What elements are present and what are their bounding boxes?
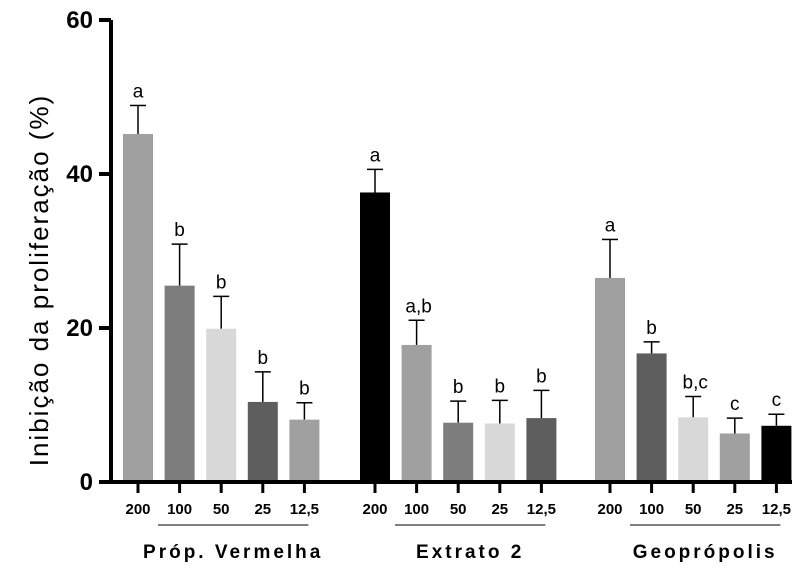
significance-label: b	[258, 348, 269, 369]
bar	[443, 422, 474, 482]
significance-label: a	[605, 215, 616, 236]
group-label: Próp. Vermelha	[143, 542, 323, 563]
bar	[526, 418, 557, 482]
y-axis-label: Inibição da proliferação (%)	[24, 94, 54, 467]
significance-label: b	[646, 318, 657, 339]
bar	[123, 133, 153, 482]
bar	[761, 425, 792, 482]
x-tick-label: 200	[362, 501, 387, 518]
group-label: Extrato 2	[416, 542, 524, 563]
x-tick-label: 12,5	[527, 501, 556, 518]
bar	[206, 328, 237, 482]
x-tick-label: 25	[491, 501, 508, 518]
y-tick-label: 40	[66, 161, 93, 188]
bar	[289, 419, 320, 482]
bar	[484, 423, 515, 482]
x-tick-label: 200	[597, 501, 622, 518]
y-tick-label: 60	[66, 7, 93, 34]
x-tick-label: 50	[450, 501, 467, 518]
x-tick-label: 12,5	[290, 501, 319, 518]
x-tick-label: 50	[685, 501, 702, 518]
bar	[595, 277, 625, 482]
bar	[678, 417, 709, 482]
x-tick-label: 25	[254, 501, 271, 518]
significance-label: b	[495, 376, 506, 397]
significance-label: a	[133, 81, 144, 102]
significance-label: b	[299, 379, 310, 400]
x-tick-label: 100	[404, 501, 429, 518]
bar	[401, 344, 432, 482]
significance-label: a	[370, 145, 381, 166]
significance-label: c	[772, 390, 782, 411]
x-tick-label: 25	[726, 501, 743, 518]
x-tick-label: 100	[639, 501, 664, 518]
significance-label: b	[174, 220, 185, 241]
y-tick-label: 20	[66, 315, 93, 342]
x-tick-label: 200	[125, 501, 150, 518]
significance-label: b	[536, 366, 547, 387]
significance-label: b	[216, 272, 227, 293]
bar	[247, 401, 278, 482]
y-tick-label: 0	[80, 469, 93, 496]
significance-label: b,c	[683, 373, 708, 394]
bar	[719, 433, 750, 482]
bars-layer: a b b b b a a,b b b b a b b,c c c	[123, 81, 792, 483]
bar	[164, 285, 195, 482]
x-tick-label: 12,5	[762, 501, 791, 518]
bar	[636, 353, 667, 482]
x-tick-label: 100	[167, 501, 192, 518]
bar	[360, 192, 390, 483]
group-label: Geoprópolis	[633, 542, 778, 563]
x-tick-label: 50	[213, 501, 230, 518]
significance-label: c	[730, 394, 740, 415]
significance-label: b	[453, 377, 464, 398]
axes-layer: 0 20 40 60 200 100 50 25 12,5 Próp. Vermelha 200 10…	[66, 7, 792, 563]
significance-label: a,b	[405, 296, 431, 317]
